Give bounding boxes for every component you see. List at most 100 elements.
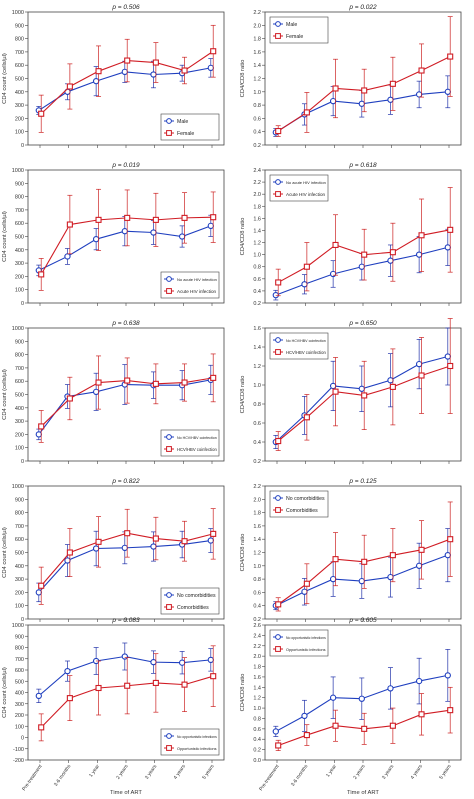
y-tick-label: 600 xyxy=(15,537,24,543)
data-point xyxy=(124,377,131,384)
y-axis-label: CD4 count (cells/µl) xyxy=(2,667,8,718)
x-tick-label: 5 years xyxy=(201,763,216,780)
chart-panel-2: p = 0.022 0.2 0.4 0.6 0.8 1.0 1.2 1.4 1.6 1.8 2.0 2… xyxy=(240,4,462,149)
y-tick-label: 0 xyxy=(21,301,24,307)
y-tick-label: 2.4 xyxy=(253,633,261,639)
y-tick-label: 0.8 xyxy=(253,577,261,583)
y-tick-label: 900 xyxy=(15,339,24,345)
y-tick-label: 2.0 xyxy=(253,497,261,503)
data-point xyxy=(444,244,451,251)
data-point xyxy=(38,724,45,731)
data-point xyxy=(92,545,100,552)
y-tick-label: 1.0 xyxy=(253,706,261,712)
chart-title: p = 0.618 xyxy=(348,162,377,169)
y-tick-label: -200 xyxy=(13,758,24,764)
y-tick-label: 700 xyxy=(15,524,24,530)
data-point xyxy=(301,281,308,288)
chart-panel-8: p = 0.125 0.2 0.4 0.6 0.8 1.0 1.2 1.4 1.6 1.8 2.0 2… xyxy=(240,478,462,623)
data-point xyxy=(415,677,423,685)
data-point xyxy=(418,711,425,718)
y-tick-label: 1000 xyxy=(12,326,24,332)
legend: No comorbidities Comorbidities xyxy=(269,490,329,518)
y-axis-label: CD4 count (cells/µl) xyxy=(2,527,8,578)
legend: No HCV/HBV coinfection HCV/HBV coinfectio… xyxy=(269,332,329,360)
y-tick-label: 1.6 xyxy=(253,50,261,56)
chart-panel-1: p = 0.506 0 100 200 300 400 500 600 700 800 900 100… xyxy=(2,4,225,149)
x-tick-label: 2 years xyxy=(352,763,367,780)
data-point xyxy=(418,546,425,553)
x-tick-label: 3-6 months xyxy=(53,763,73,787)
data-point xyxy=(210,48,217,55)
data-point xyxy=(181,214,188,221)
legend-marker xyxy=(275,191,281,197)
legend: Male Female xyxy=(160,113,220,141)
y-tick-label: 0.2 xyxy=(253,301,261,307)
legend: No opportunistic infections Opportunistic… xyxy=(269,629,329,657)
data-point xyxy=(358,100,365,107)
y-tick-label: 1.4 xyxy=(253,685,261,691)
data-point xyxy=(444,672,451,679)
chart-title: p = 0.125 xyxy=(348,478,377,485)
y-tick-label: 1.2 xyxy=(253,696,261,702)
x-tick-label: Pre-treatment xyxy=(21,763,44,792)
y-tick-label: 0.4 xyxy=(253,130,261,136)
y-tick-label: 1.2 xyxy=(253,551,261,557)
data-point xyxy=(444,353,451,360)
data-point xyxy=(66,395,73,402)
legend-label: No HCV/HBV coinfection xyxy=(286,339,326,343)
data-point xyxy=(150,658,157,666)
legend: No comorbidities Comorbidities xyxy=(160,587,220,615)
data-point xyxy=(303,263,310,270)
data-point xyxy=(415,562,423,569)
series-b xyxy=(275,318,454,451)
legend: No acute HIV infection Acute HIV infectio… xyxy=(269,174,329,202)
y-tick-label: 1.0 xyxy=(253,383,261,389)
y-tick-label: 400 xyxy=(15,90,24,96)
data-point xyxy=(329,575,337,583)
data-point xyxy=(152,59,159,66)
legend-marker xyxy=(275,634,281,640)
data-point xyxy=(275,601,282,608)
y-tick-label: 0.6 xyxy=(253,590,261,596)
data-point xyxy=(361,558,368,565)
y-tick-label: 0 xyxy=(21,617,24,623)
y-tick-label: 700 xyxy=(15,208,24,214)
chart-title: p = 0.650 xyxy=(348,320,377,327)
y-tick-label: 1.4 xyxy=(253,537,261,543)
data-point xyxy=(92,236,100,243)
data-point xyxy=(444,88,451,95)
y-tick-label: 200 xyxy=(15,432,24,438)
legend-marker xyxy=(275,179,281,185)
x-axis-label: Time of ART xyxy=(110,790,142,796)
data-point xyxy=(150,71,157,78)
x-tick-label: 3 years xyxy=(144,763,159,780)
y-tick-label: 0.4 xyxy=(253,604,261,610)
y-tick-label: 1.6 xyxy=(253,524,261,530)
series-b xyxy=(275,686,454,752)
legend-label: No HCV/HBV coinfection xyxy=(177,436,217,440)
series-b xyxy=(275,501,454,612)
legend-label: No opportunistic infections xyxy=(286,636,326,640)
data-point xyxy=(181,681,188,688)
data-point xyxy=(275,127,282,135)
legend-label: Male xyxy=(177,119,188,125)
data-point xyxy=(332,722,339,729)
x-tick-label: Pre-treatment xyxy=(258,763,281,792)
y-tick-label: 400 xyxy=(15,691,24,697)
data-point xyxy=(124,214,131,221)
y-tick-label: 2.6 xyxy=(253,623,261,629)
data-point xyxy=(207,222,214,230)
data-point xyxy=(447,362,454,370)
legend-label: Acute HIV infection xyxy=(286,192,326,197)
data-point xyxy=(303,732,310,739)
y-tick-label: 400 xyxy=(15,248,24,254)
data-point xyxy=(358,577,365,585)
data-point xyxy=(418,372,425,379)
y-tick-label: 0.6 xyxy=(253,421,261,427)
data-point xyxy=(152,679,159,686)
legend-marker xyxy=(166,604,172,610)
legend-marker xyxy=(166,276,172,282)
series-b xyxy=(38,353,217,443)
y-axis-label: CD4/CD8 ratio xyxy=(240,218,246,256)
data-point xyxy=(121,653,128,660)
